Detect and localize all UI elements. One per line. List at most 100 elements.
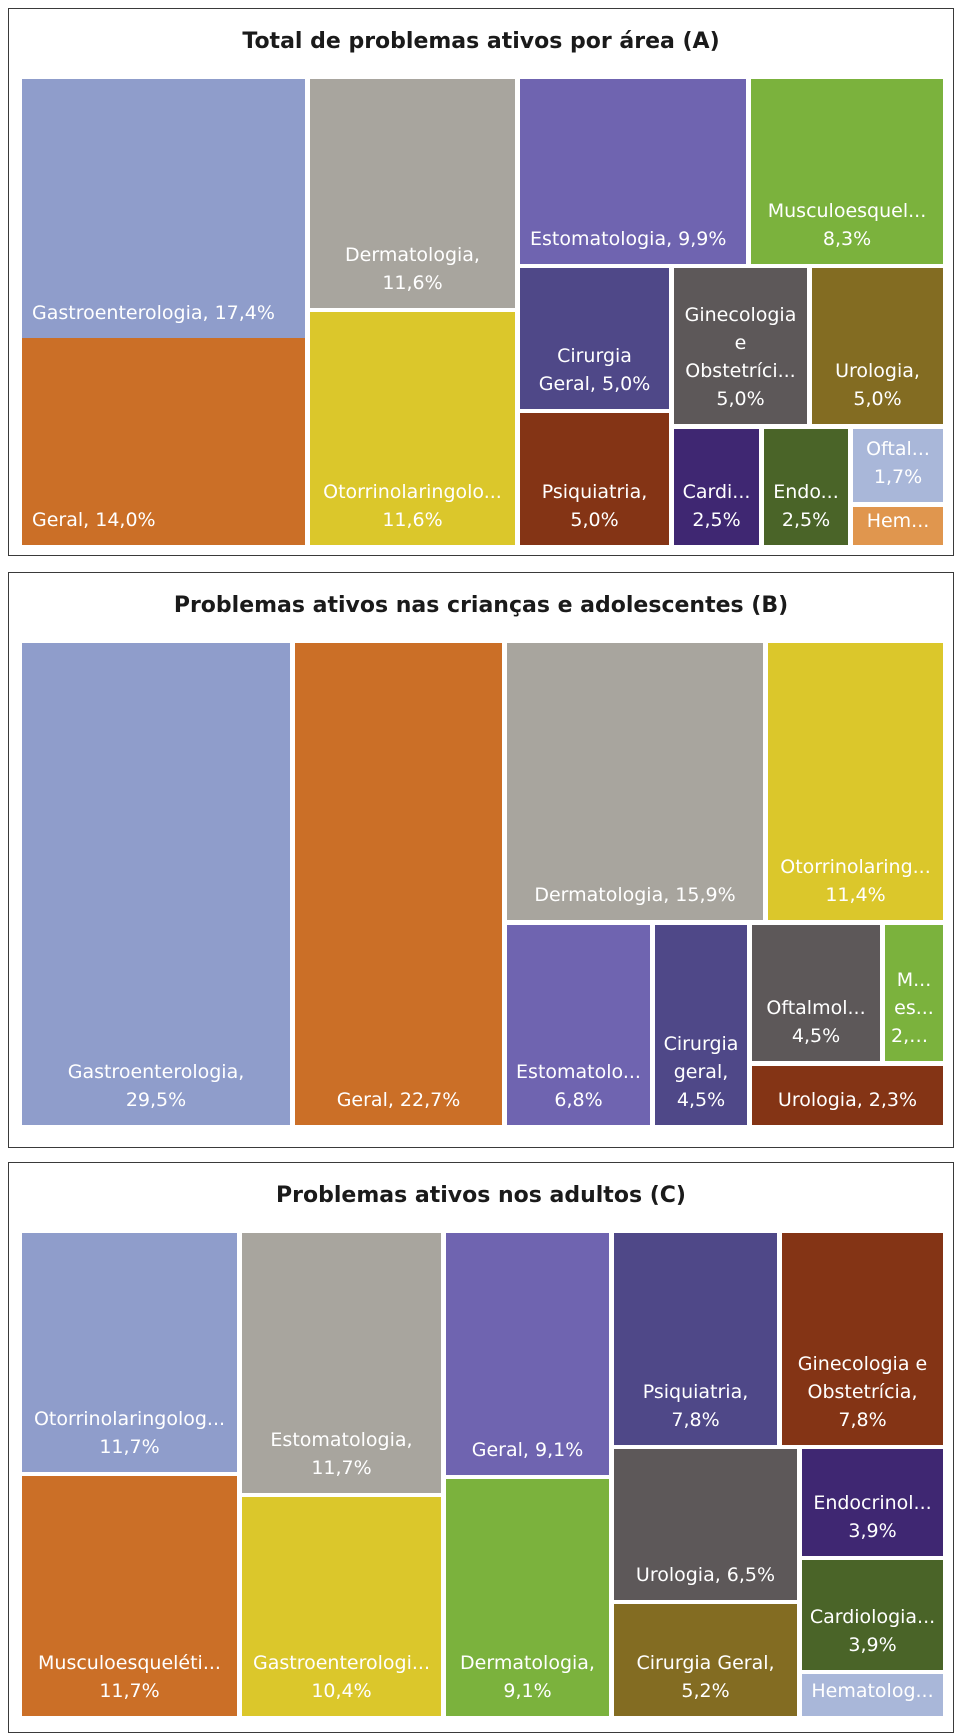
cell-label: Musculoesqueléti... [38, 1652, 221, 1674]
cell-label: Gastroenterologi... [253, 1652, 430, 1674]
treemap-cell: Cirurgia geral, 4,5% [655, 925, 747, 1125]
treemap-cell: Geral, 14,0% [22, 338, 305, 545]
cell-label: Musculoesquel... [767, 200, 927, 222]
cell-label: 10,4% [311, 1680, 372, 1702]
cell-label: es... [894, 997, 934, 1019]
treemap-cell: M... es... 2,3% [885, 925, 943, 1061]
cell-label: Cirurgia [557, 345, 632, 367]
cell-label: Psiquiatria, [541, 481, 648, 503]
treemap-cell: Urologia, 2,3% [752, 1066, 943, 1125]
cell-label: 11,7% [311, 1457, 372, 1479]
treemap-cell: Endocrinol... 3,9% [802, 1449, 943, 1556]
treemap-cell: Otorrinolaringolo... 11,6% [310, 312, 515, 545]
cell-label: Cirurgia Geral, [636, 1652, 775, 1674]
cell-label: Urologia, 6,5% [635, 1564, 776, 1586]
cell-label: Otorrinolaringolo... [323, 481, 502, 503]
cell-label: Endocrinol... [813, 1492, 932, 1514]
cell-label: Dermatologia, 15,9% [534, 884, 736, 906]
cell-label: 11,7% [99, 1436, 160, 1458]
cell-label: Cardiologia... [809, 1606, 936, 1628]
cell-label: 5,0% [853, 388, 902, 410]
treemap-cell: Otorrinolaring... 11,4% [768, 643, 943, 920]
treemap-cell: Cardiologia... 3,9% [802, 1560, 943, 1670]
treemap-cell: Ginecologia e Obstetríci... 5,0% [674, 268, 807, 424]
cell-label: Estomatologia, 9,9% [530, 228, 727, 250]
treemap-cell: Estomatologia, 11,7% [242, 1233, 441, 1493]
treemap-cell: Oftalmol... 4,5% [752, 925, 880, 1061]
cell-label: 5,2% [681, 1680, 730, 1702]
cell-label: Psiquiatria, [642, 1381, 749, 1403]
cell-label: Geral, 14,0% [32, 509, 156, 531]
treemap-cell: Cirurgia Geral, 5,0% [520, 268, 669, 409]
panel-b: Problemas ativos nas crianças e adolesce… [8, 572, 954, 1148]
cell-label: Gastroenterologia, [67, 1061, 245, 1083]
cell-label: 7,8% [671, 1409, 720, 1431]
cell-label: 1,7% [873, 466, 923, 488]
chart-title: Total de problemas ativos por área (A) [242, 29, 720, 54]
cell-label: Hematolog... [811, 1680, 934, 1702]
treemap-cell: Urologia, 6,5% [614, 1449, 797, 1600]
treemap-cell: Oftal... 1,7% [853, 429, 943, 502]
treemap-cell: Urologia, 5,0% [812, 268, 943, 424]
cell-label: 4,5% [791, 1025, 841, 1047]
treemap-cell: Otorrinolaringolog... 11,7% [22, 1233, 237, 1472]
cell-label: 11,6% [382, 509, 443, 531]
cell-label: Ginecologia e [797, 1353, 928, 1375]
cell-label: Obstetríci... [685, 360, 796, 382]
cell-label: Oftal... [866, 438, 930, 460]
cell-label: 2,3% [891, 1025, 937, 1047]
treemap-cell: Dermatologia, 9,1% [446, 1479, 609, 1716]
treemap-cell: Psiquiatria, 5,0% [520, 413, 669, 545]
cell-label: Geral, 22,7% [336, 1089, 461, 1111]
cell-label: Endo... [773, 481, 839, 503]
treemap-cell: Cardi... 2,5% [674, 429, 759, 545]
chart-title: Problemas ativos nas crianças e adolesce… [173, 593, 789, 618]
cell-label: 5,0% [716, 388, 765, 410]
cell-label: Estomatolo... [516, 1061, 641, 1083]
cell-label: 3,9% [848, 1520, 897, 1542]
treemap-cell: Dermatologia, 15,9% [507, 643, 763, 920]
cell-label: 3,9% [848, 1634, 897, 1656]
cell-label: 29,5% [125, 1089, 187, 1111]
treemap-cell: Hem... [853, 507, 943, 545]
treemap-cell: Gastroenterologia, 29,5% [22, 643, 290, 1125]
cell-label: Obstetrícia, [807, 1381, 918, 1403]
cell-label: Ginecologia [684, 304, 797, 326]
cell-label: Otorrinolaring... [780, 856, 931, 878]
cell-label: Estomatologia, [270, 1429, 413, 1451]
treemap-cell: Dermatologia, 11,6% [310, 79, 515, 308]
treemap-cell: Gastroenterologia, 17,4% [22, 79, 305, 338]
cell-label: 9,1% [503, 1680, 552, 1702]
cell-label: Oftalmol... [766, 997, 866, 1019]
cell-label: 4,5% [676, 1089, 726, 1111]
cell-label: Otorrinolaringolog... [33, 1408, 226, 1430]
treemap-cell: Hematolog... [802, 1674, 943, 1716]
cell-label: 2,5% [781, 509, 831, 531]
treemap-cell: Ginecologia e Obstetrícia, 7,8% [782, 1233, 943, 1445]
treemap-cell: Geral, 9,1% [446, 1233, 609, 1475]
cell-label: Cirurgia [663, 1033, 739, 1055]
cell-label: Gastroenterologia, 17,4% [32, 302, 275, 324]
cell-label: Dermatologia, [460, 1652, 595, 1674]
treemap-cell: Estomatolo... 6,8% [507, 925, 650, 1125]
cell-label: 5,0% [570, 509, 619, 531]
cell-label: Dermatologia, [345, 244, 480, 266]
cell-label: Geral, 9,1% [471, 1439, 584, 1461]
treemap-cell: Musculoesquel... 8,3% [751, 79, 943, 264]
cell-label: 11,7% [99, 1680, 160, 1702]
cell-label: Urologia, 2,3% [777, 1089, 918, 1111]
treemap-cell: Cirurgia Geral, 5,2% [614, 1604, 797, 1716]
cell-label: 6,8% [554, 1089, 603, 1111]
cell-label: 11,6% [382, 272, 443, 294]
chart-title: Problemas ativos nos adultos (C) [276, 1183, 686, 1208]
cell-label: 11,4% [825, 884, 886, 906]
cell-label: Cardi... [682, 481, 751, 503]
cell-label: 2,5% [692, 509, 741, 531]
treemap-a: Gastroenterologia, 17,4% Geral, 14,0% Derm… [9, 9, 953, 555]
treemap-cell: Endo... 2,5% [764, 429, 848, 545]
treemap-cell: Psiquiatria, 7,8% [614, 1233, 777, 1445]
panel-c: Problemas ativos nos adultos (C) Otorrin… [8, 1162, 954, 1733]
treemap-cell: Estomatologia, 9,9% [520, 79, 746, 264]
cell-label: Geral, 5,0% [538, 373, 651, 395]
treemap-b: Gastroenterologia, 29,5% Geral, 22,7% Derma… [9, 573, 953, 1147]
